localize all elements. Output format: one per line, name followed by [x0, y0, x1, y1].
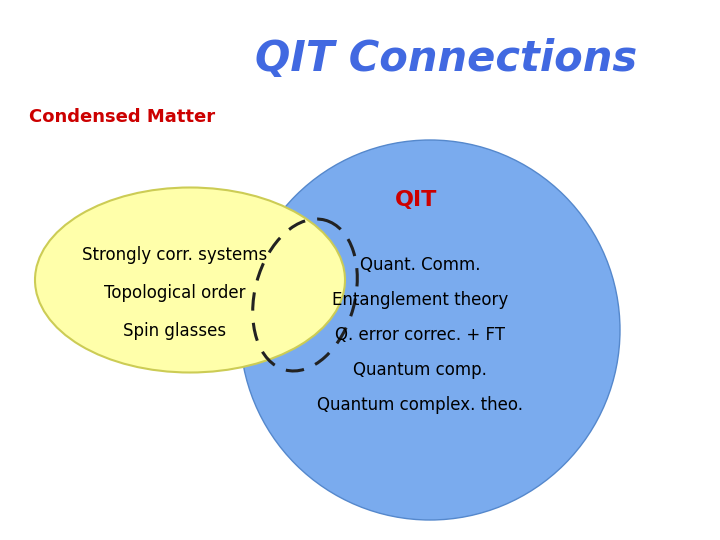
Text: Quantum comp.: Quantum comp. [353, 361, 487, 379]
Text: QIT: QIT [395, 190, 437, 210]
Text: Topological order: Topological order [104, 284, 246, 302]
Text: Condensed Matter: Condensed Matter [29, 108, 215, 126]
Text: Quant. Comm.: Quant. Comm. [360, 256, 480, 274]
Ellipse shape [35, 187, 345, 373]
Text: Quantum complex. theo.: Quantum complex. theo. [317, 396, 523, 414]
Text: Entanglement theory: Entanglement theory [332, 291, 508, 309]
Text: Q. error correc. + FT: Q. error correc. + FT [335, 326, 505, 344]
Text: Strongly corr. systems: Strongly corr. systems [82, 246, 268, 264]
Text: Spin glasses: Spin glasses [123, 322, 227, 340]
Text: QIT Connections: QIT Connections [256, 38, 637, 80]
Ellipse shape [240, 140, 620, 520]
